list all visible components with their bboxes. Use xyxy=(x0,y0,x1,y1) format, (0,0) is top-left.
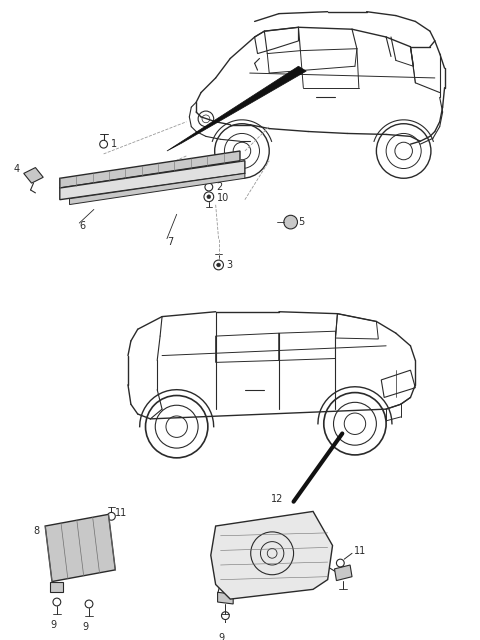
Polygon shape xyxy=(50,582,63,592)
Polygon shape xyxy=(45,515,115,582)
Text: 11: 11 xyxy=(354,547,366,556)
Polygon shape xyxy=(167,67,306,151)
Text: 6: 6 xyxy=(79,221,85,231)
Circle shape xyxy=(207,195,211,199)
Polygon shape xyxy=(217,592,233,604)
Circle shape xyxy=(284,215,298,229)
Text: 12: 12 xyxy=(271,494,284,504)
Text: 2: 2 xyxy=(216,182,223,192)
Polygon shape xyxy=(60,161,245,200)
Text: 10: 10 xyxy=(216,193,229,203)
Text: 5: 5 xyxy=(299,217,305,227)
Text: 1: 1 xyxy=(111,139,118,149)
Text: 7: 7 xyxy=(167,237,173,246)
Text: 8: 8 xyxy=(34,526,40,536)
Polygon shape xyxy=(60,151,240,188)
Text: 3: 3 xyxy=(227,260,232,270)
Text: 9: 9 xyxy=(218,633,225,640)
Text: 11: 11 xyxy=(115,508,128,518)
Polygon shape xyxy=(211,511,333,599)
Text: 4: 4 xyxy=(14,164,20,173)
Text: 9: 9 xyxy=(82,622,88,632)
Polygon shape xyxy=(335,565,352,580)
Text: 9: 9 xyxy=(50,620,56,630)
Circle shape xyxy=(216,263,220,267)
Polygon shape xyxy=(24,168,43,183)
Polygon shape xyxy=(70,173,245,205)
